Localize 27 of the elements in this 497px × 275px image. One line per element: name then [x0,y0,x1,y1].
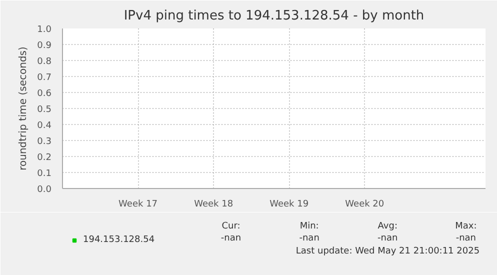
chart-title: IPv4 ping times to 194.153.128.54 - by month [124,8,424,24]
text: -nan [456,234,476,244]
y-tick-label: 0.6 [37,89,52,99]
y-tick-label: 0.3 [37,137,52,147]
text: -nan [378,234,398,244]
y-axis-title: roundtrip time (seconds) [18,46,30,170]
x-tick-label: Week 17 [118,200,158,210]
y-tick-label: 0.9 [37,41,52,51]
text: -nan [299,234,320,244]
text: Cur: [222,222,240,232]
y-tick-label: 1.0 [37,25,52,35]
y-tick-label: 0.1 [37,169,52,179]
y-tick-label: 0.4 [37,121,52,131]
y-tick-label: 0.7 [37,73,52,83]
x-tick-label: Week 18 [194,200,234,210]
x-tick-label: Week 20 [345,200,384,210]
text: Min: [300,222,319,232]
x-tick-label: Week 19 [270,200,309,210]
text: Max: [455,222,477,232]
y-tick-label: 0.5 [37,105,52,115]
y-tick-label: 0.0 [37,185,52,195]
y-tick-label: 0.2 [37,153,52,163]
y-tick-label: 0.8 [37,57,52,67]
text: Avg: [378,222,398,232]
text: -nan [220,234,242,244]
legend-label: 194.153.128.54 [83,235,155,245]
text: Last update: Wed May 21 21:00:11 2025 [296,246,480,256]
